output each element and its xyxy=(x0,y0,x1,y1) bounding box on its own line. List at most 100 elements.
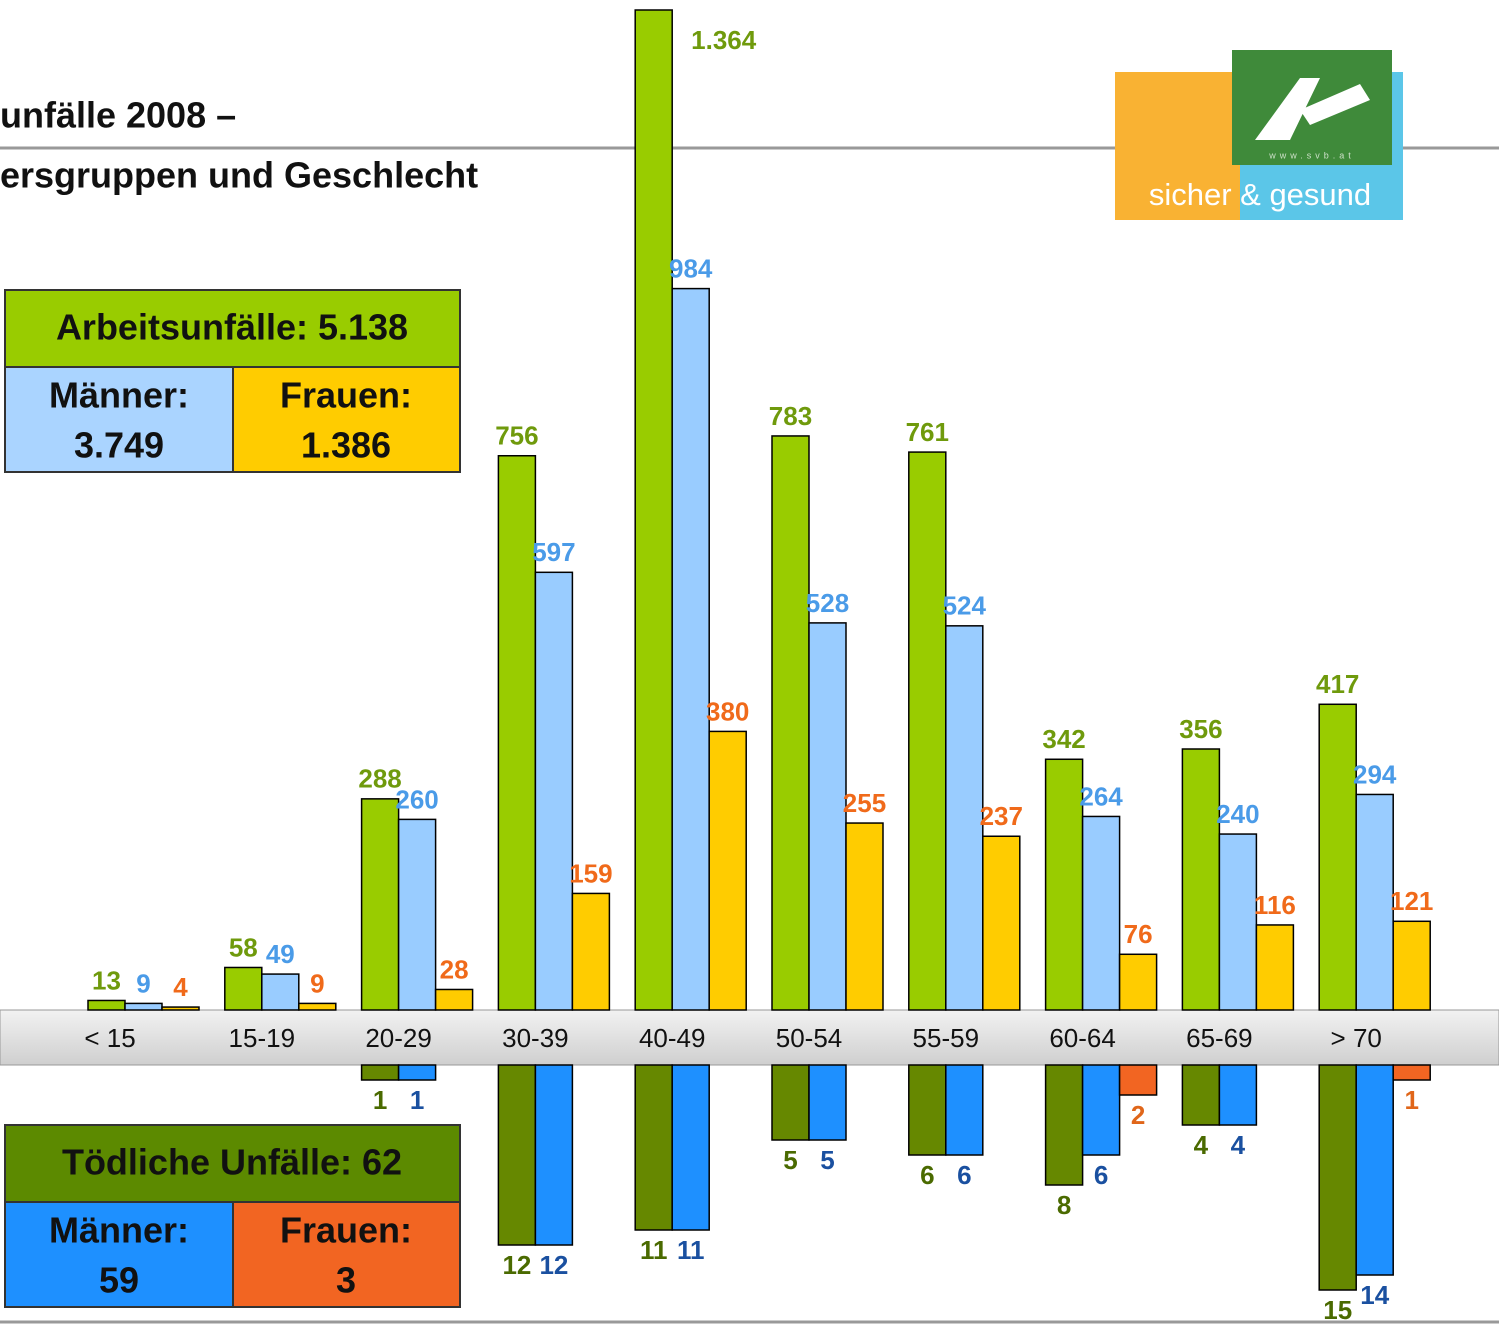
data-label: 159 xyxy=(569,858,612,888)
bar xyxy=(771,1064,810,1141)
data-label: 5 xyxy=(783,1145,797,1175)
data-label: 6 xyxy=(957,1160,971,1190)
bar xyxy=(671,1064,710,1231)
data-label: 4 xyxy=(173,972,188,1002)
bar xyxy=(1318,703,1357,1011)
bar xyxy=(1355,793,1394,1011)
bar xyxy=(708,730,747,1011)
box-right-text: 1.386 xyxy=(301,425,391,466)
x-tick-label: 60-64 xyxy=(1049,1023,1116,1053)
x-tick-label: > 70 xyxy=(1331,1023,1382,1053)
data-label: 597 xyxy=(532,537,575,567)
bar xyxy=(808,622,847,1011)
data-label: 783 xyxy=(769,401,812,431)
box-header xyxy=(4,1124,461,1203)
bar xyxy=(124,1002,163,1011)
data-label: 6 xyxy=(1094,1160,1108,1190)
bar xyxy=(261,973,300,1011)
box-header-text: Tödliche Unfälle: 62 xyxy=(62,1142,402,1183)
data-label: 15 xyxy=(1323,1295,1352,1325)
box-header-text: Arbeitsunfälle: 5.138 xyxy=(56,307,408,348)
bar xyxy=(1218,1064,1258,1126)
bar xyxy=(845,822,884,1011)
data-label: 761 xyxy=(906,417,949,447)
box-right xyxy=(232,366,461,473)
bar xyxy=(808,1064,847,1141)
data-label: 1 xyxy=(410,1085,424,1115)
data-label: 9 xyxy=(310,968,324,998)
data-label: 2 xyxy=(1131,1100,1145,1130)
data-label: 4 xyxy=(1231,1130,1246,1160)
data-label: 294 xyxy=(1353,759,1397,789)
bar xyxy=(1081,815,1121,1011)
bar xyxy=(397,818,437,1011)
data-label: 756 xyxy=(495,421,538,451)
bar xyxy=(1392,1064,1431,1081)
bar xyxy=(87,999,126,1011)
bar xyxy=(1118,1064,1158,1096)
data-label: 1 xyxy=(1404,1085,1418,1115)
bar xyxy=(497,454,537,1011)
logo: www.svb.at sicher & gesund xyxy=(1115,50,1403,220)
data-label: 49 xyxy=(266,939,295,969)
data-label: 528 xyxy=(806,588,849,618)
data-label: 116 xyxy=(1254,890,1296,920)
x-tick-label: 65-69 xyxy=(1186,1023,1253,1053)
bar xyxy=(1181,748,1221,1011)
data-label: 9 xyxy=(136,968,150,998)
data-label: 342 xyxy=(1042,724,1085,754)
box-header xyxy=(4,289,461,368)
bar xyxy=(1392,920,1431,1011)
data-label: 1.364 xyxy=(691,25,757,55)
bar xyxy=(571,892,611,1011)
box-right-text: Frauen: xyxy=(280,1210,412,1251)
data-label: 5 xyxy=(820,1145,834,1175)
x-tick-label: 20-29 xyxy=(365,1023,432,1053)
bar xyxy=(1318,1064,1357,1291)
data-label: 12 xyxy=(502,1250,531,1280)
x-tick-label: 30-39 xyxy=(502,1023,569,1053)
data-label: 11 xyxy=(677,1235,705,1265)
logo-orange xyxy=(1115,72,1240,220)
box-left xyxy=(4,1201,234,1308)
x-tick-label: 55-59 xyxy=(913,1023,980,1053)
bar xyxy=(224,966,263,1011)
x-tick-label: 40-49 xyxy=(639,1023,706,1053)
bar xyxy=(497,1064,537,1246)
logo-url: www.svb.at xyxy=(1268,150,1355,160)
data-label: 380 xyxy=(706,696,749,726)
bar xyxy=(908,451,947,1011)
data-label: 12 xyxy=(539,1250,568,1280)
box-right xyxy=(232,1201,461,1308)
data-label: 288 xyxy=(358,764,401,794)
bar xyxy=(908,1064,947,1156)
bar xyxy=(1218,833,1258,1011)
data-label: 58 xyxy=(229,932,258,962)
bar xyxy=(534,1064,574,1246)
bar xyxy=(671,287,710,1011)
bar xyxy=(434,988,474,1011)
logo-slogan: sicher & gesund xyxy=(1149,177,1371,212)
box-left xyxy=(4,366,234,473)
data-label: 6 xyxy=(920,1160,934,1190)
summary-boxes: Arbeitsunfälle: 5.138 Männer: Frauen: 3.749… xyxy=(4,289,461,1308)
box-right-text: 3 xyxy=(336,1260,356,1301)
data-label: 14 xyxy=(1360,1280,1389,1310)
bar xyxy=(1255,924,1295,1011)
data-label: 4 xyxy=(1194,1130,1209,1160)
data-label: 1 xyxy=(373,1085,387,1115)
data-label: 121 xyxy=(1390,886,1433,916)
bar xyxy=(397,1064,437,1081)
data-label: 264 xyxy=(1079,781,1123,811)
bar xyxy=(298,1002,337,1011)
data-label: 260 xyxy=(395,784,438,814)
chart-title: unfälle 2008 – xyxy=(0,95,236,136)
data-label: 524 xyxy=(943,591,987,621)
bar xyxy=(161,1006,200,1011)
bar xyxy=(360,798,400,1011)
bar xyxy=(1118,953,1158,1011)
x-tick-label: 50-54 xyxy=(776,1023,843,1053)
category-band xyxy=(0,1009,1499,1066)
